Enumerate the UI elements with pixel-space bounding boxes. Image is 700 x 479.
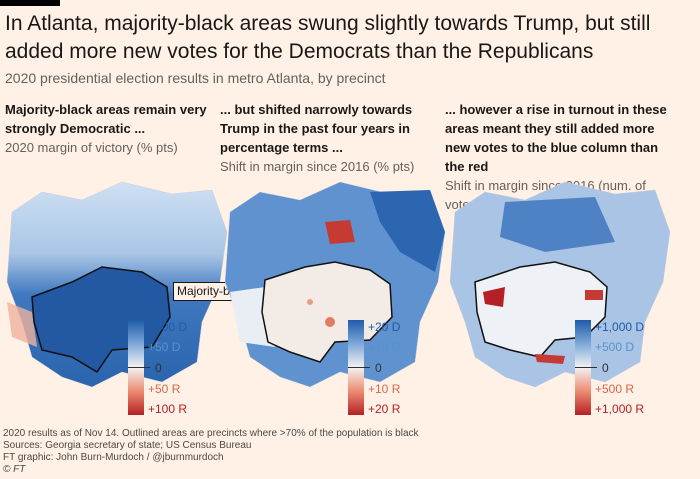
north-red-cluster xyxy=(325,220,355,244)
red-precinct xyxy=(307,299,313,305)
legend-label: 0 xyxy=(155,361,162,375)
southwest-red-area xyxy=(7,302,37,347)
panel-2-heading: ... but shifted narrowly towards Trump i… xyxy=(220,100,455,176)
northeast-strong-shift xyxy=(370,190,445,272)
red-precinct-cluster xyxy=(483,287,505,307)
legend-label: +1,000 R xyxy=(595,402,645,416)
legend-label: +20 D xyxy=(368,320,401,334)
footer-sources: Sources: Georgia secretary of state; US … xyxy=(3,440,252,451)
legend-label: +20 R xyxy=(368,402,401,416)
panel-2-title: ... but shifted narrowly towards Trump i… xyxy=(220,102,413,155)
red-precinct-cluster xyxy=(535,354,565,364)
legend-label: 0 xyxy=(602,361,609,375)
panel-2-subtitle: Shift in margin since 2016 (% pts) xyxy=(220,159,415,174)
legend-label: +50 D xyxy=(148,340,181,354)
legend-color-bar xyxy=(128,320,150,415)
legend-shift-votes: +1,000 D +500 D 0 +500 R +1,000 R xyxy=(575,320,655,416)
legend-label: +500 D xyxy=(595,340,635,354)
legend-label: +10 D xyxy=(368,340,401,354)
panel-3-title: ... however a rise in turnout in these a… xyxy=(445,102,667,174)
legend-label: +50 R xyxy=(148,382,181,396)
legend-label: +1,000 D xyxy=(595,320,645,334)
panel-1-subtitle: 2020 margin of victory (% pts) xyxy=(5,140,178,155)
footer-note: 2020 results as of Nov 14. Outlined area… xyxy=(3,428,419,439)
legend-label: 0 xyxy=(375,361,382,375)
footer-credit: FT graphic: John Burn-Murdoch / @jburnmu… xyxy=(3,452,224,463)
panel-1-title: Majority-black areas remain very strongl… xyxy=(5,102,207,136)
legend-label: +500 R xyxy=(595,382,635,396)
footer-copyright: © FT xyxy=(3,464,26,475)
legend-label: +100 D xyxy=(148,320,188,334)
panel-1-heading: Majority-black areas remain very strongl… xyxy=(5,100,240,157)
map-shift-pct xyxy=(220,172,452,412)
legend-label: +100 R xyxy=(148,402,188,416)
footer: 2020 results as of Nov 14. Outlined area… xyxy=(3,428,419,476)
ft-brand-bar xyxy=(0,0,60,6)
legend-label: +10 R xyxy=(368,382,401,396)
legend-color-bar xyxy=(348,320,370,415)
legend-2020-margin: +100 D +50 D 0 +50 R +100 R xyxy=(128,320,208,416)
map-shift-votes xyxy=(445,172,677,412)
legend-shift-pct: +20 D +10 D 0 +10 R +20 R xyxy=(348,320,428,416)
subtitle: 2020 presidential election results in me… xyxy=(5,70,386,86)
legend-color-bar xyxy=(575,320,597,415)
red-precinct xyxy=(325,317,335,327)
northern-blue-cluster xyxy=(500,197,615,252)
headline: In Atlanta, majority-black areas swung s… xyxy=(5,12,651,63)
red-precinct-cluster xyxy=(585,290,603,300)
